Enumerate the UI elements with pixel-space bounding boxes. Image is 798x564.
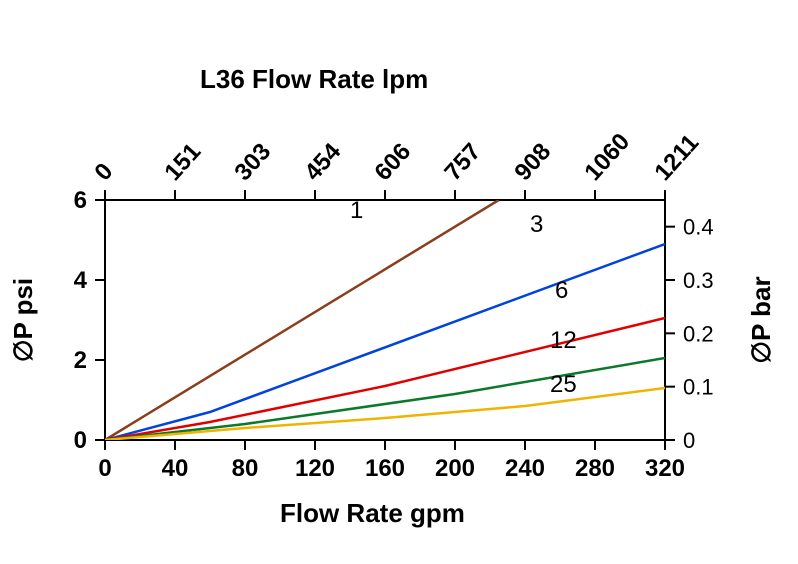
x-bottom-tick-label: 160 <box>365 455 405 482</box>
y-left-tick-label: 2 <box>74 347 87 374</box>
series-label-3: 3 <box>530 211 543 238</box>
y-left-axis-label: ∅P psi <box>8 278 38 362</box>
x-bottom-tick-label: 0 <box>98 455 111 482</box>
x-bottom-tick-label: 80 <box>232 455 259 482</box>
series-label-6: 6 <box>555 277 568 304</box>
x-bottom-tick-label: 320 <box>645 455 685 482</box>
x-bottom-tick-label: 40 <box>162 455 189 482</box>
x-bottom-tick-label: 240 <box>505 455 545 482</box>
y-left-tick-label: 0 <box>74 427 87 454</box>
x-bottom-tick-label: 280 <box>575 455 615 482</box>
y-left-tick-label: 4 <box>74 267 88 294</box>
y-right-tick-label: 0.3 <box>683 268 714 293</box>
y-left-tick-label: 6 <box>74 187 87 214</box>
series-label-1: 1 <box>350 197 363 224</box>
x-bottom-tick-label: 120 <box>295 455 335 482</box>
y-right-tick-label: 0 <box>683 428 695 453</box>
series-label-25: 25 <box>550 371 577 398</box>
series-label-12: 12 <box>550 327 577 354</box>
pressure-drop-chart: 04080120160200240280320Flow Rate gpm0151… <box>0 0 798 564</box>
x-bottom-axis-label: Flow Rate gpm <box>280 498 465 528</box>
y-right-tick-label: 0.4 <box>683 215 714 240</box>
y-right-axis-label: ∅P bar <box>746 276 776 363</box>
chart-top-title: L36 Flow Rate lpm <box>200 64 428 94</box>
y-right-tick-label: 0.1 <box>683 375 714 400</box>
x-bottom-tick-label: 200 <box>435 455 475 482</box>
y-right-tick-label: 0.2 <box>683 321 714 346</box>
